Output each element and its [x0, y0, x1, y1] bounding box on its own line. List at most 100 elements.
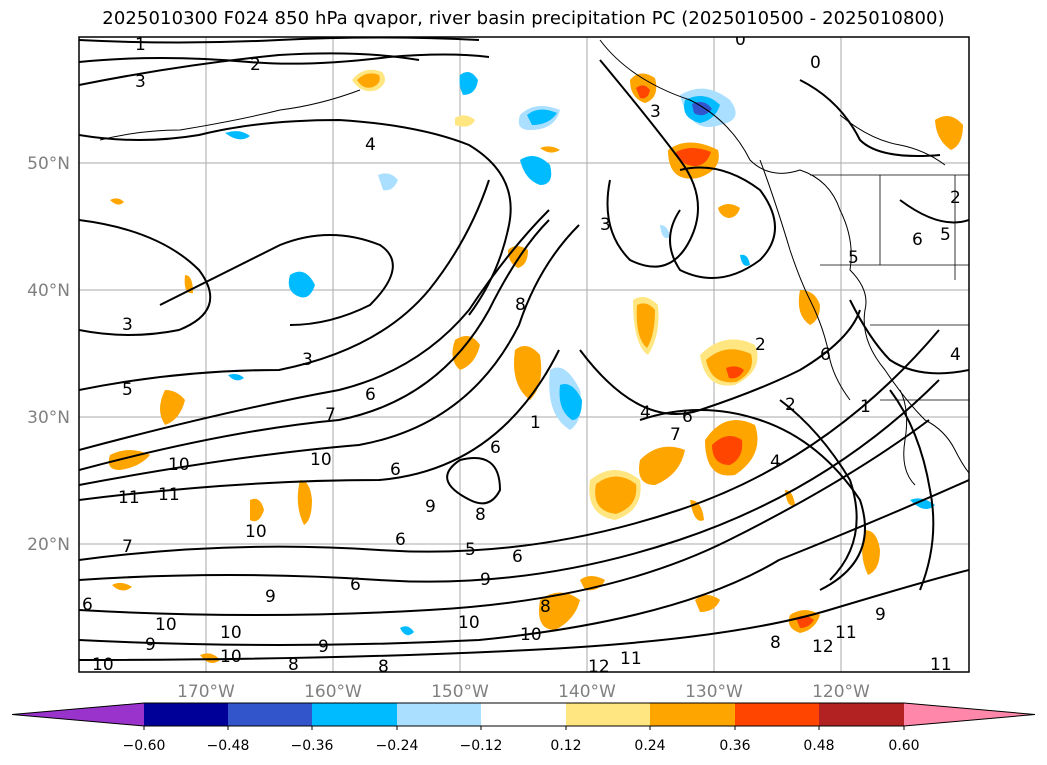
contour-label: 10: [168, 455, 190, 475]
contour-label: 2: [950, 188, 961, 208]
contour-label: 7: [325, 405, 336, 425]
contour-label: 8: [475, 505, 486, 525]
lat-label: 50°N: [27, 154, 70, 174]
contour-label: 1: [135, 35, 146, 55]
contour-label: 6: [682, 407, 693, 427]
colorbar-segment: [397, 703, 481, 726]
contour-label: 4: [640, 403, 651, 423]
colorbar-segment: [735, 703, 819, 726]
coastlines: [99, 39, 969, 486]
contour-label: 6: [365, 385, 376, 405]
contour-label: 10: [92, 655, 114, 675]
contour-label: 9: [425, 497, 436, 517]
contour-label: 1: [860, 397, 871, 417]
borders: [810, 174, 969, 401]
contour-label: 9: [318, 637, 329, 657]
contour-label: 5: [465, 540, 476, 560]
contour-label: 9: [875, 605, 886, 625]
contour-label: 3: [650, 102, 661, 122]
colorbar-segment: [819, 703, 904, 726]
lon-label: 170°W: [177, 682, 235, 702]
contour-label: 2: [785, 395, 796, 415]
map-frame: [78, 36, 970, 673]
lat-labels: 50°N 40°N 30°N 20°N: [27, 154, 70, 555]
contour-label: 12: [588, 657, 610, 677]
colorbar-tick-label: 0.48: [803, 738, 834, 754]
contour-label: 10: [245, 522, 267, 542]
contour-label: 7: [122, 537, 133, 557]
contour-label: 6: [490, 438, 501, 458]
contour-label: 10: [458, 613, 480, 633]
contour-label: 0: [810, 53, 821, 73]
contour-label: 2: [755, 335, 766, 355]
lon-label: 150°W: [431, 682, 489, 702]
colorbar-segment: [228, 703, 312, 726]
colorbar-tick-label: 0.24: [634, 738, 665, 754]
contour-label: 6: [512, 547, 523, 567]
contour-label: 6: [390, 460, 401, 480]
contour-label: 1: [530, 413, 541, 433]
colorbar-tick-label: −0.48: [207, 738, 250, 754]
contour-label: 5: [940, 225, 951, 245]
contour-label: 6: [82, 595, 93, 615]
contour-label: 4: [770, 452, 781, 472]
contour-label: 8: [288, 655, 299, 675]
lat-label: 30°N: [27, 408, 70, 428]
colorbar-tick-label: 0.36: [719, 738, 750, 754]
contour-label: 6: [395, 530, 406, 550]
lat-label: 20°N: [27, 535, 70, 555]
chart-title: 2025010300 F024 850 hPa qvapor, river ba…: [102, 8, 945, 29]
colorbar-tick-label: 0.12: [550, 738, 581, 754]
contour-label: 11: [118, 488, 140, 508]
contour-labels: 1 0 3 2 0 4 3 3 2 6 5 3 8 5 6 7 6 10 10 …: [82, 30, 961, 677]
contour-label: 9: [480, 570, 491, 590]
contour-label: 5: [848, 248, 859, 268]
contour-label: 4: [950, 345, 961, 365]
lon-label: 130°W: [685, 682, 743, 702]
contour-label: 10: [220, 647, 242, 667]
lat-label: 40°N: [27, 281, 70, 301]
colorbar-segment: [904, 703, 1035, 726]
contour-label: 10: [520, 625, 542, 645]
lon-label: 120°W: [812, 682, 870, 702]
lon-labels: 170°W 160°W 150°W 140°W 130°W 120°W: [177, 682, 870, 702]
colorbar-ticks: −0.60 −0.48 −0.36 −0.24 −0.12 0.12 0.24 …: [123, 738, 920, 754]
contour-label: 11: [158, 485, 180, 505]
contour-label: 9: [265, 587, 276, 607]
colorbar-segment: [481, 703, 566, 726]
contour-label: 6: [350, 575, 361, 595]
contour-label: 6: [820, 345, 831, 365]
contour-label: 11: [930, 655, 952, 675]
precip-shading: [108, 69, 963, 664]
colorbar-segment: [144, 703, 228, 726]
contour-label: 8: [378, 657, 389, 677]
lon-label: 140°W: [558, 682, 616, 702]
lon-label: 160°W: [304, 682, 362, 702]
colorbar-tick-label: −0.12: [460, 738, 503, 754]
colorbar-segment: [12, 703, 144, 726]
contour-label: 0: [735, 30, 746, 50]
contour-label: 4: [365, 135, 376, 155]
colorbar-tick-label: −0.36: [291, 738, 334, 754]
contour-label: 3: [135, 72, 146, 92]
contour-label: 8: [540, 597, 551, 617]
contour-label: 10: [220, 623, 242, 643]
contour-label: 5: [122, 380, 133, 400]
contour-label: 3: [302, 350, 313, 370]
contour-label: 9: [145, 635, 156, 655]
colorbar-tick-label: −0.24: [376, 738, 419, 754]
contour-label: 8: [515, 295, 526, 315]
colorbar-tick-label: 0.60: [888, 738, 919, 754]
qvapor-contours: [79, 37, 969, 661]
colorbar-tick-label: −0.60: [123, 738, 166, 754]
colorbar-segment: [312, 703, 397, 726]
contour-label: 10: [310, 450, 332, 470]
contour-label: 11: [835, 623, 857, 643]
contour-label: 3: [122, 315, 133, 335]
map-panel: 1 0 3 2 0 4 3 3 2 6 5 3 8 5 6 7 6 10 10 …: [79, 30, 969, 677]
colorbar-segment: [566, 703, 650, 726]
contour-label: 3: [600, 215, 611, 235]
contour-label: 2: [250, 55, 261, 75]
contour-label: 6: [912, 230, 923, 250]
